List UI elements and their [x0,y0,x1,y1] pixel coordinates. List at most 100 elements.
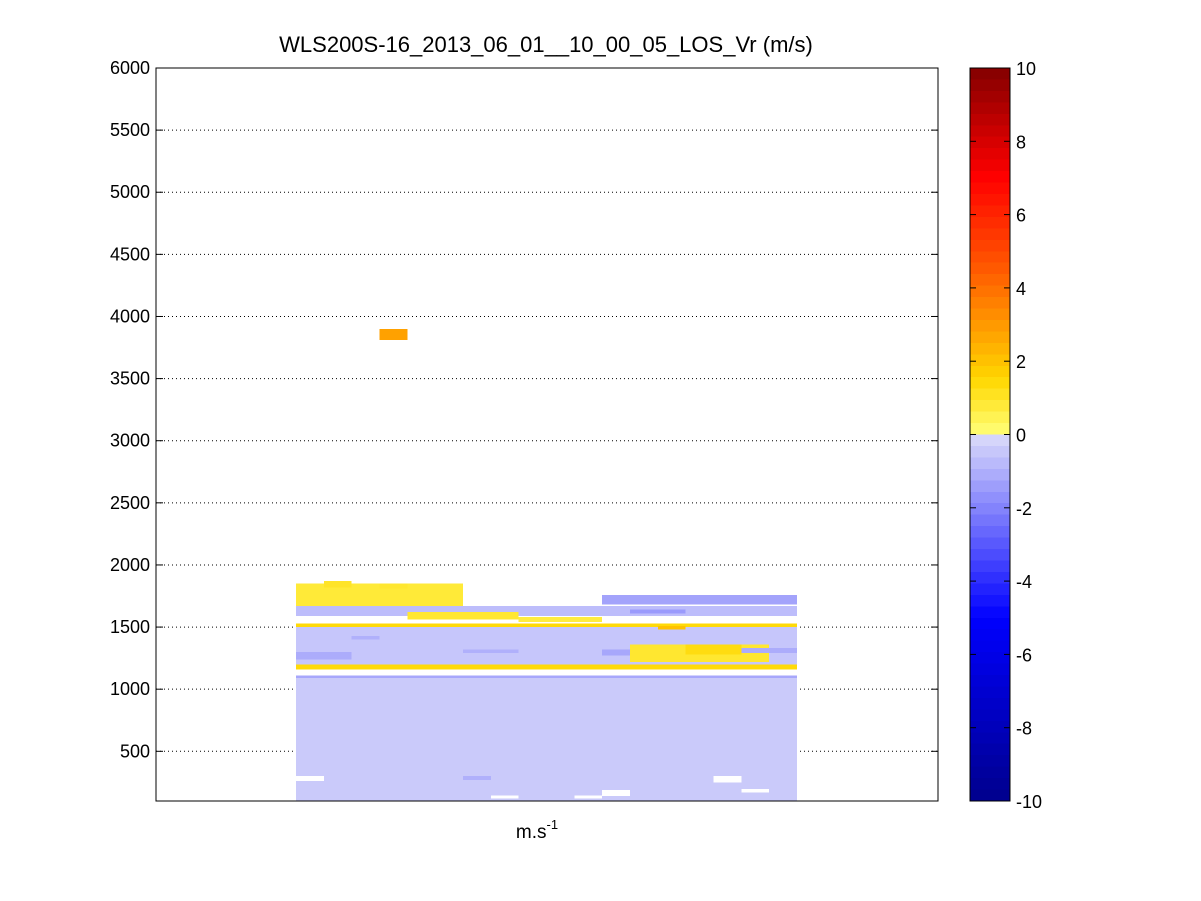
colorbar-swatch [970,182,1010,195]
y-tick-label: 500 [120,741,150,761]
colorbar-tick-label: -2 [1016,499,1032,519]
colorbar-swatch [970,388,1010,401]
colorbar-swatch [970,537,1010,550]
plot-frame [155,67,939,802]
colorbar-swatch [970,594,1010,607]
y-tick-label: 4000 [110,306,150,326]
colorbar-tick-label: 2 [1016,352,1026,372]
heatmap-cell [379,583,408,589]
colorbar-swatch [970,423,1010,436]
colorbar-swatch [970,262,1010,275]
x-axis-label: m.s-1 [516,817,558,843]
colorbar-swatch [970,560,1010,573]
colorbar-swatch [970,709,1010,722]
colorbar-tick-label: -8 [1016,719,1032,739]
colorbar-swatch [970,136,1010,149]
heatmap-cell [630,609,686,614]
colorbar-swatch [970,193,1010,207]
colorbar-swatch [970,79,1010,92]
colorbar-swatch [970,480,1010,493]
colorbar-swatch [970,125,1010,138]
heatmap-cell [296,678,797,801]
colorbar-tick-label: 8 [1016,132,1026,152]
y-tick-label: 3000 [110,431,150,451]
colorbar-swatch [970,457,1010,470]
heatmap-cell [518,617,603,623]
colorbar-swatch [970,90,1010,103]
colorbar [970,68,1010,802]
y-tick-label: 5500 [110,120,150,140]
colorbar-tick-label: 10 [1016,59,1036,79]
heatmap-cell [296,776,324,782]
y-tick-label: 2000 [110,555,150,575]
heatmap-cell [602,594,797,605]
colorbar-swatch [970,697,1010,710]
colorbar-swatch [970,766,1010,779]
colorbar-swatch [970,113,1010,126]
colorbar-swatch [970,468,1010,481]
colorbar-tick-label: 4 [1016,279,1026,299]
colorbar-swatch [970,228,1010,241]
heatmap-cell [296,675,797,678]
heatmap-cell [741,789,770,793]
y-axis: 500 1000 1500 2000 2500 3000 3500 4000 4500 5000 5… [110,58,938,761]
heatmap-cell [574,795,603,799]
y-tick-label: 1500 [110,617,150,637]
colorbar-swatch [970,755,1010,768]
heatmap-cell [685,644,742,655]
colorbar-swatch [970,732,1010,745]
y-tick-label: 2500 [110,493,150,513]
colorbar-swatch [970,354,1010,367]
colorbar-tick-label: -6 [1016,645,1032,665]
colorbar-swatch [970,606,1010,619]
colorbar-swatch [970,789,1010,802]
colorbar-swatch [970,549,1010,562]
colorbar-swatch [970,675,1010,688]
colorbar-swatch [970,68,1010,81]
y-tick-label: 6000 [110,58,150,78]
heatmap-cell [741,648,797,654]
colorbar-swatch [970,365,1010,378]
colorbar-swatch [970,514,1010,527]
heatmap-cell [296,605,797,616]
colorbar-swatch [970,377,1010,390]
colorbar-swatch [970,503,1010,516]
colorbar-swatch [970,342,1010,355]
colorbar-swatch [970,652,1010,665]
heatmap-cell [296,651,352,660]
heatmap-cell [323,581,352,588]
colorbar-swatch [970,285,1010,298]
colorbar-tick-label: -10 [1016,792,1042,812]
heatmap-cell [490,795,519,799]
heatmap-cell [351,635,380,640]
colorbar-swatch [970,102,1010,115]
heatmap-cell [602,649,630,656]
heatmap-cell [602,789,630,796]
colorbar-swatch [970,640,1010,653]
colorbar-swatch [970,216,1010,229]
heatmap-cell [407,612,519,620]
colorbar-swatch [970,411,1010,424]
y-tick-label: 4500 [110,244,150,264]
colorbar-swatch [970,583,1010,596]
y-tick-label: 1000 [110,679,150,699]
colorbar-swatch [970,778,1010,791]
y-tick-label: 5000 [110,182,150,202]
colorbar-swatch [970,491,1010,504]
heatmap-cell [296,583,463,606]
colorbar-swatch [970,400,1010,413]
colorbar-tick-label: 0 [1016,426,1026,446]
colorbar-swatch [970,319,1010,333]
colorbar-swatch [970,629,1010,642]
x-axis-label-base: m.s [516,822,547,843]
colorbar-swatch [970,297,1010,310]
colorbar-swatch [970,159,1010,172]
heatmap-cells [296,328,797,801]
colorbar-swatch [970,663,1010,676]
colorbar-swatch [970,308,1010,321]
colorbar-swatch [970,205,1010,218]
colorbar-tick-label: -4 [1016,572,1032,592]
colorbar-swatch [970,148,1010,161]
colorbar-swatch [970,743,1010,756]
heatmap-cell [657,625,686,630]
